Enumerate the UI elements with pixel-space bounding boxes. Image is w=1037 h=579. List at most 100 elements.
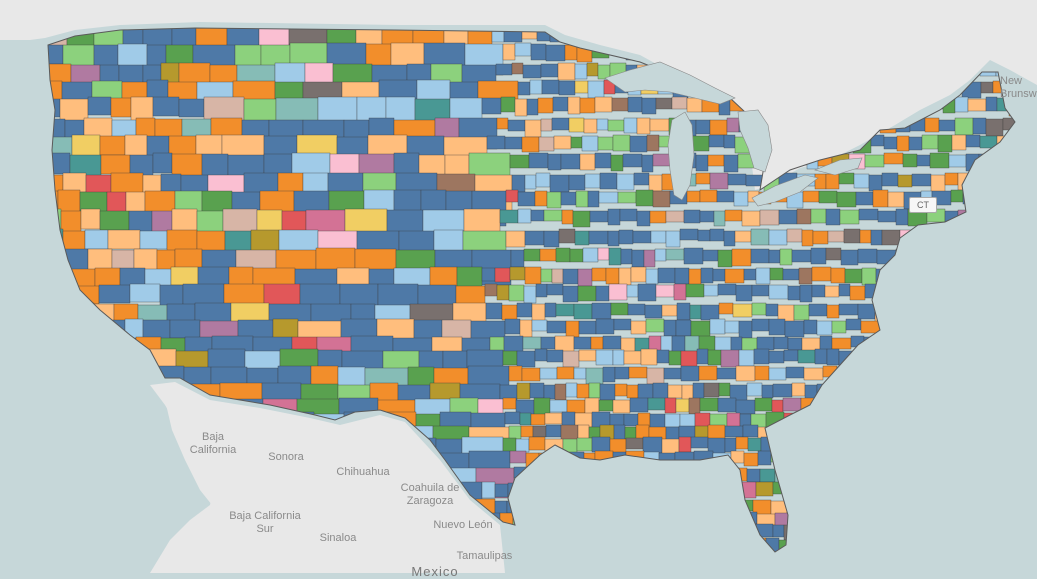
county-region[interactable]: [587, 80, 605, 99]
county-region[interactable]: [838, 172, 855, 185]
county-region[interactable]: [581, 135, 599, 152]
county-region[interactable]: [530, 413, 546, 426]
county-region[interactable]: [586, 62, 599, 77]
county-region[interactable]: [954, 96, 969, 113]
county-region[interactable]: [99, 135, 126, 156]
county-region[interactable]: [896, 135, 910, 152]
county-region[interactable]: [517, 208, 532, 224]
county-region[interactable]: [853, 173, 870, 189]
county-region[interactable]: [110, 97, 132, 118]
county-region[interactable]: [517, 81, 531, 96]
county-region[interactable]: [540, 63, 559, 78]
county-region[interactable]: [759, 209, 780, 226]
county-region[interactable]: [598, 399, 614, 412]
county-region[interactable]: [602, 366, 616, 383]
county-region[interactable]: [709, 318, 726, 335]
county-region[interactable]: [675, 398, 690, 413]
county-region[interactable]: [652, 153, 671, 167]
county-region[interactable]: [494, 483, 509, 498]
county-region[interactable]: [565, 320, 580, 338]
county-region[interactable]: [637, 383, 654, 401]
county-region[interactable]: [864, 154, 885, 168]
county-region[interactable]: [761, 384, 774, 399]
county-region[interactable]: [558, 228, 576, 244]
county-region[interactable]: [747, 437, 762, 452]
county-region[interactable]: [568, 174, 586, 191]
county-region[interactable]: [723, 134, 736, 149]
county-region[interactable]: [830, 267, 846, 284]
county-region[interactable]: [591, 302, 612, 320]
county-region[interactable]: [772, 383, 793, 398]
county-region[interactable]: [668, 350, 682, 366]
county-region[interactable]: [690, 320, 711, 339]
county-region[interactable]: [756, 513, 776, 526]
county-region[interactable]: [698, 365, 718, 381]
county-region[interactable]: [80, 208, 101, 230]
county-region[interactable]: [732, 303, 753, 318]
county-region[interactable]: [712, 268, 726, 282]
county-region[interactable]: [528, 436, 546, 451]
county-region[interactable]: [661, 304, 678, 317]
county-region[interactable]: [98, 284, 131, 304]
county-region[interactable]: [514, 98, 528, 117]
county-region[interactable]: [538, 136, 555, 152]
county-region[interactable]: [683, 209, 701, 224]
county-region[interactable]: [612, 134, 631, 152]
county-region[interactable]: [531, 319, 548, 332]
county-region[interactable]: [683, 247, 704, 265]
county-region[interactable]: [650, 230, 667, 244]
county-region[interactable]: [573, 336, 592, 350]
county-region[interactable]: [655, 284, 675, 298]
county-region[interactable]: [717, 283, 737, 296]
county-region[interactable]: [502, 43, 516, 61]
county-region[interactable]: [519, 319, 533, 338]
county-region[interactable]: [595, 349, 614, 366]
county-region[interactable]: [916, 154, 931, 167]
county-region[interactable]: [849, 285, 866, 301]
county-region[interactable]: [84, 229, 109, 250]
county-region[interactable]: [924, 117, 940, 133]
county-region[interactable]: [881, 172, 899, 187]
county-region[interactable]: [718, 382, 731, 397]
county-region[interactable]: [688, 397, 701, 415]
county-region[interactable]: [562, 268, 579, 285]
county-region[interactable]: [152, 96, 180, 117]
county-region[interactable]: [660, 335, 673, 352]
county-region[interactable]: [649, 118, 670, 132]
county-region[interactable]: [541, 79, 560, 95]
county-region[interactable]: [591, 436, 611, 453]
county-region[interactable]: [521, 367, 541, 382]
county-region[interactable]: [545, 44, 566, 62]
county-region[interactable]: [619, 208, 638, 222]
county-region[interactable]: [667, 384, 683, 399]
county-region[interactable]: [133, 248, 158, 272]
county-region[interactable]: [574, 80, 589, 94]
county-region[interactable]: [623, 117, 638, 134]
county-region[interactable]: [746, 382, 763, 397]
county-region[interactable]: [576, 437, 593, 452]
county-region[interactable]: [644, 304, 663, 319]
county-region[interactable]: [625, 437, 644, 450]
county-region[interactable]: [523, 248, 541, 262]
county-region[interactable]: [643, 249, 656, 268]
county-region[interactable]: [481, 481, 496, 499]
county-region[interactable]: [564, 44, 578, 61]
county-region[interactable]: [575, 190, 589, 208]
county-region[interactable]: [613, 424, 626, 442]
county-region[interactable]: [751, 302, 767, 316]
county-region[interactable]: [818, 190, 838, 204]
county-region[interactable]: [608, 247, 622, 266]
county-region[interactable]: [203, 96, 245, 122]
county-region[interactable]: [560, 153, 581, 170]
county-region[interactable]: [709, 119, 728, 136]
county-region[interactable]: [751, 284, 770, 297]
county-region[interactable]: [656, 349, 670, 364]
county-region[interactable]: [100, 154, 131, 175]
county-region[interactable]: [696, 348, 709, 365]
county-region[interactable]: [139, 230, 168, 250]
county-region[interactable]: [567, 96, 581, 115]
county-region[interactable]: [771, 399, 784, 414]
county-region[interactable]: [553, 135, 572, 150]
county-region[interactable]: [883, 152, 904, 165]
